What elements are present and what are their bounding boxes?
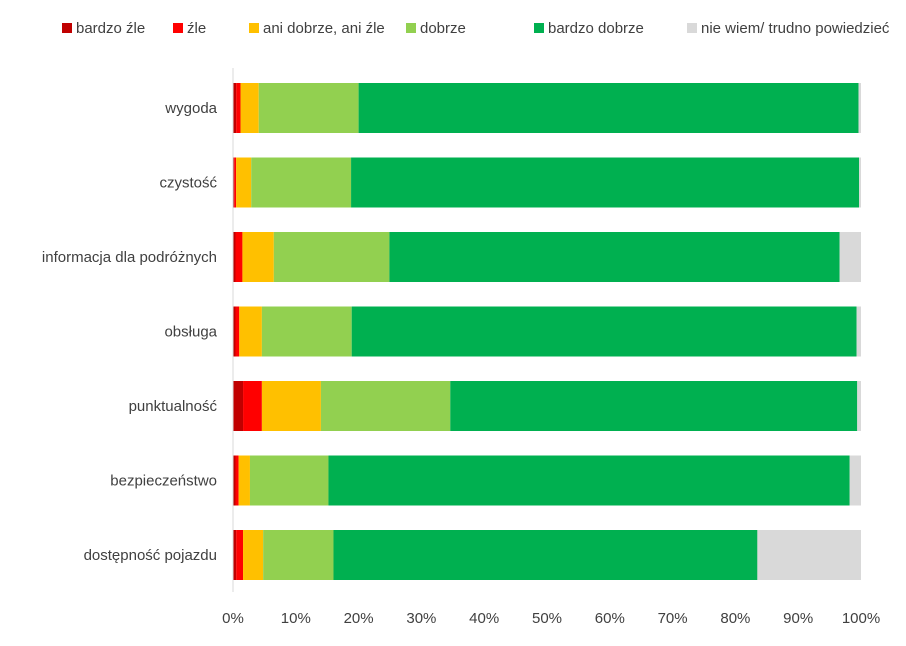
x-tick-label: 100% [842,610,880,627]
bar-segment [249,455,329,506]
legend-swatch [534,23,544,33]
category-label: punktualność [129,398,218,415]
bar-row [233,232,861,282]
plot-area [233,83,861,580]
bar-segment [251,157,352,208]
legend-label: źle [187,20,206,37]
x-tick-label: 70% [658,610,688,627]
bar-row [233,157,861,208]
bar-segment [333,530,758,580]
legend-item: ani dobrze, ani źle [249,20,385,37]
legend-label: dobrze [420,20,466,37]
bar-segment [261,306,352,357]
legend: bardzo źle źle ani dobrze, ani źle dobrze ba… [62,20,890,37]
bar-segment [856,306,861,357]
bar-segment [261,381,321,431]
legend-swatch [249,23,259,33]
x-tick-label: 60% [595,610,625,627]
bar-segment [233,530,237,580]
bar-segment [233,157,235,208]
bar-segment [236,83,241,133]
bar-segment [273,232,390,282]
x-tick-label: 10% [281,610,311,627]
legend-label: ani dobrze, ani źle [263,20,385,37]
bar-segment [233,306,236,357]
bar-segment [351,157,860,208]
x-tick-label: 30% [406,610,436,627]
bar-row [233,530,861,580]
x-tick-label: 50% [532,610,562,627]
bar-segment [328,455,850,506]
bar-segment [389,232,840,282]
category-label: wygoda [164,100,217,117]
bar-row [233,306,861,357]
bar-row [233,381,861,431]
bar-segment [233,83,237,133]
legend-item: bardzo źle [62,20,145,37]
bar-segment [233,455,236,506]
bar-segment [839,232,861,282]
category-labels: wygoda czystość informacja dla podróżnych o… [42,100,218,564]
bar-segment [243,530,264,580]
bar-segment [320,381,451,431]
bar-segment [235,455,239,506]
category-label: obsługa [164,324,217,341]
x-tick-label: 40% [469,610,499,627]
bar-segment [238,455,250,506]
category-label: czystość [159,175,217,192]
bar-segment [858,83,861,133]
category-label: bezpieczeństwo [110,473,217,490]
x-tick-label: 20% [344,610,374,627]
legend-item: dobrze [406,20,466,37]
bar-segment [857,381,861,431]
bar-segment [849,455,861,506]
x-tick-label: 0% [222,610,244,627]
bar-segment [358,83,859,133]
bar-segment [236,157,252,208]
category-label: dostępność pojazdu [84,547,217,564]
legend-swatch [62,23,72,33]
legend-label: bardzo dobrze [548,20,644,37]
legend-swatch [687,23,697,33]
bar-segment [235,232,243,282]
category-label: informacja dla podróżnych [42,249,217,266]
bar-segment [234,157,237,208]
legend-item: nie wiem/ trudno powiedzieć [687,20,890,37]
legend-label: bardzo źle [76,20,145,37]
legend-swatch [406,23,416,33]
bar-segment [258,83,359,133]
legend-label: nie wiem/ trudno powiedzieć [701,20,890,37]
bar-segment [235,306,240,357]
legend-item: źle [173,20,206,37]
bar-segment [450,381,858,431]
x-tick-label: 80% [720,610,750,627]
bar-row [233,83,861,133]
bar-segment [240,83,259,133]
bar-segment [242,232,274,282]
bar-segment [239,306,262,357]
bar-row [233,455,861,506]
bar-segment [859,157,861,208]
bar-segment [757,530,861,580]
x-axis: 0% 10% 20% 30% 40% 50% 60% 70% 80% 90% 100% [222,68,880,627]
legend-item: bardzo dobrze [534,20,644,37]
bar-segment [263,530,334,580]
bar-segment [243,381,262,431]
bar-segment [351,306,857,357]
legend-swatch [173,23,183,33]
x-tick-label: 90% [783,610,813,627]
bar-segment [236,530,244,580]
bar-segment [233,381,244,431]
bar-segment [233,232,236,282]
